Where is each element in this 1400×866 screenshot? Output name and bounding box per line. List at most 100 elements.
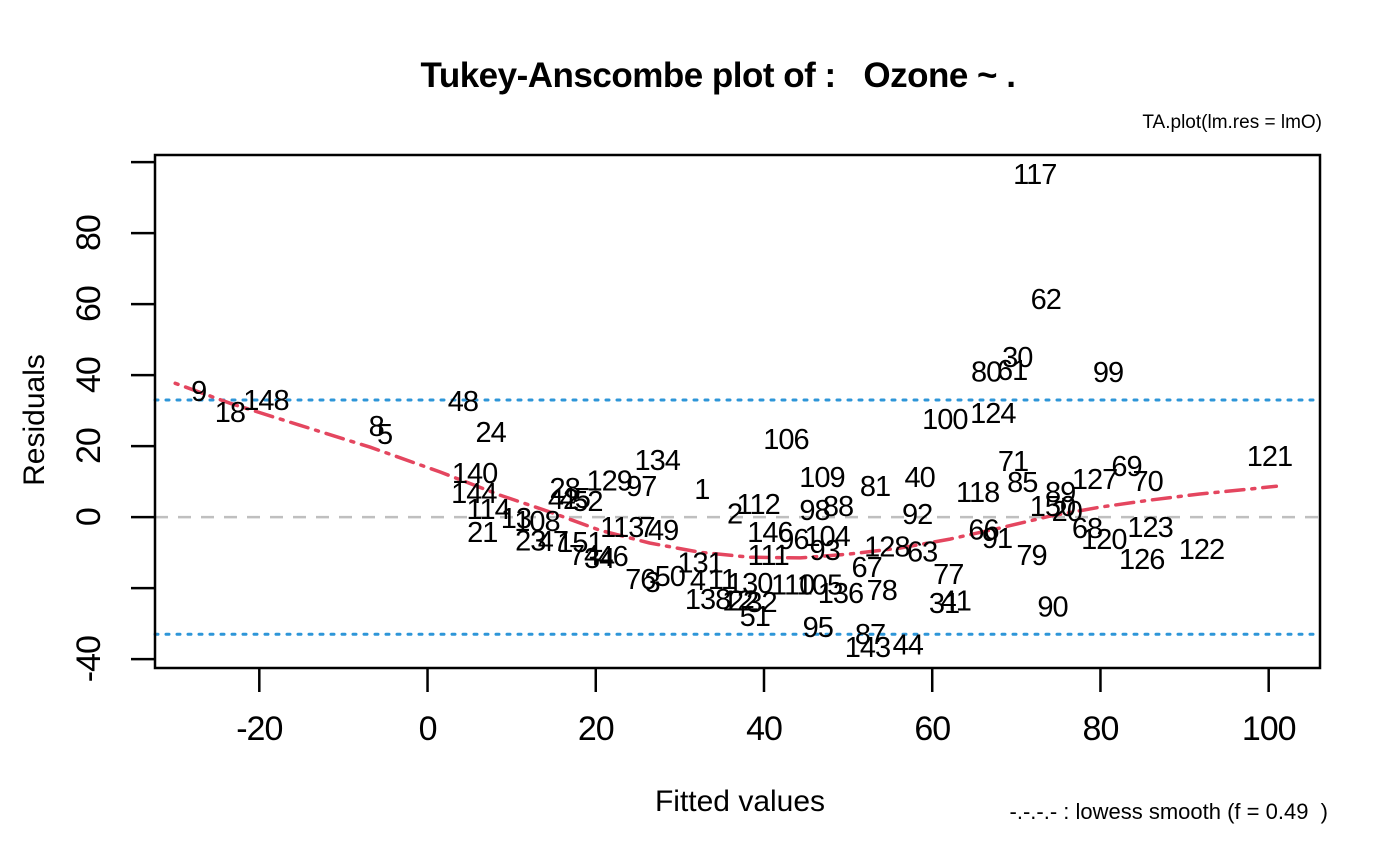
- data-point-label: 74: [569, 540, 600, 572]
- y-axis-title: Residuals: [18, 354, 51, 486]
- data-point-label: 11: [708, 564, 736, 596]
- data-point-label: 109: [799, 462, 844, 494]
- data-point-label: 40: [904, 462, 934, 494]
- x-tick-label: 0: [419, 710, 437, 748]
- data-point-label: 45: [560, 483, 590, 515]
- data-point-label: 91: [982, 523, 1012, 555]
- data-point-label: 12: [722, 585, 752, 617]
- data-point-label: 93: [809, 535, 839, 567]
- lowess-legend: -.-.-.- : lowess smooth (f = 0.49 ): [1009, 799, 1328, 824]
- data-point-label: 98: [799, 495, 829, 527]
- data-point-label: 90: [1037, 591, 1067, 623]
- data-point-label: 126: [1119, 544, 1164, 576]
- x-tick-label: 60: [914, 710, 950, 748]
- y-tick-label: 20: [70, 428, 108, 464]
- data-point-label: 106: [763, 424, 808, 456]
- data-point-label: 81: [860, 471, 890, 503]
- data-point-label: 71: [998, 446, 1028, 478]
- data-point-label: 32: [746, 587, 776, 619]
- y-tick-label: 60: [70, 286, 108, 322]
- data-point-label: 131: [677, 547, 722, 579]
- data-point-label: 112: [736, 489, 779, 521]
- data-point-label: 113: [600, 512, 643, 544]
- data-point-label: 69: [1111, 451, 1141, 483]
- data-point-label: 118: [956, 477, 999, 509]
- data-point-label: 124: [970, 398, 1016, 430]
- plot-lines-layer: [153, 381, 1322, 636]
- data-point-label: 134: [635, 445, 681, 477]
- data-point-label: 150: [1030, 491, 1075, 523]
- data-point-label: 88: [823, 491, 853, 523]
- data-point-label: 51: [740, 601, 770, 633]
- data-point-label: 22: [728, 585, 758, 617]
- page-title: Tukey-Anscombe plot of : Ozone ~ .: [420, 56, 1016, 95]
- data-point-label: 9: [191, 376, 206, 408]
- data-point-label: 49: [648, 515, 678, 547]
- data-point-label: 20: [1052, 496, 1082, 528]
- data-point-label: 77: [933, 559, 963, 591]
- x-tick-label: 100: [1242, 710, 1296, 748]
- data-point-label: 34: [584, 543, 615, 575]
- data-point-label: 48: [448, 386, 478, 418]
- data-point-label: 4: [690, 565, 706, 597]
- data-point-label: 148: [243, 385, 288, 417]
- data-point-label: 100: [922, 404, 967, 436]
- data-point-label: 89: [1045, 477, 1075, 509]
- data-point-label: 76: [625, 564, 655, 596]
- data-point-label: 42: [548, 484, 578, 516]
- y-tick-label: 80: [70, 215, 108, 251]
- data-point-label: 146: [747, 517, 792, 549]
- data-point-label: 50: [655, 561, 685, 593]
- data-point-label: 114: [466, 494, 510, 526]
- data-point-label: 127: [1072, 464, 1117, 496]
- x-axis-title: Fitted values: [655, 785, 825, 818]
- data-point-label: 47: [538, 526, 568, 558]
- call-annotation: TA.plot(lm.res = lmO): [1142, 112, 1322, 133]
- data-point-label: 129: [587, 465, 632, 497]
- data-point-label: 52: [572, 486, 602, 518]
- data-point-label: 30: [1002, 342, 1032, 374]
- data-point-label: 21: [467, 517, 497, 549]
- data-point-label: 87: [855, 619, 885, 651]
- data-point-label: 67: [851, 552, 881, 584]
- data-point-label: 8: [369, 411, 384, 443]
- data-point-label: 128: [864, 531, 909, 563]
- data-point-label: 44: [893, 629, 924, 661]
- data-point-label: 138: [685, 584, 730, 616]
- data-point-label: 24: [475, 417, 506, 449]
- data-point-label: 121: [1247, 441, 1292, 473]
- data-point-label: 46: [597, 541, 627, 573]
- data-point-label: 28: [549, 473, 579, 505]
- data-point-label: 80: [971, 356, 1001, 388]
- data-point-label: 2: [727, 498, 742, 530]
- lowess-curve: [173, 381, 1279, 560]
- x-tick-label: 40: [746, 710, 782, 748]
- data-point-label: 66: [968, 514, 998, 546]
- data-point-label: 123: [1127, 512, 1172, 544]
- data-point-label: 3: [645, 567, 660, 599]
- x-tick-label: 80: [1083, 710, 1119, 748]
- data-point-label: 117: [1013, 159, 1056, 191]
- x-tick-label: -20: [236, 710, 282, 748]
- y-tick-label: -40: [70, 636, 108, 682]
- data-point-label: 120: [1081, 524, 1126, 556]
- data-point-label: 151: [557, 527, 602, 559]
- data-point-label: 130: [727, 568, 772, 600]
- data-point-label: 95: [803, 612, 833, 644]
- data-point-label: 140: [452, 458, 497, 490]
- data-point-label: 13: [501, 503, 531, 535]
- data-point-label: 144: [451, 478, 497, 510]
- data-point-label: 122: [1179, 534, 1224, 566]
- data-point-label: 111: [748, 540, 789, 572]
- data-point-label: 105: [797, 569, 842, 601]
- data-point-label: 63: [907, 536, 937, 568]
- data-point-label: 108: [514, 506, 559, 538]
- data-point-label: 92: [902, 499, 932, 531]
- data-point-label: 136: [818, 578, 863, 610]
- y-tick-label: 40: [70, 357, 108, 393]
- plot-frame: [153, 153, 1322, 670]
- data-point-label: 85: [1007, 467, 1037, 499]
